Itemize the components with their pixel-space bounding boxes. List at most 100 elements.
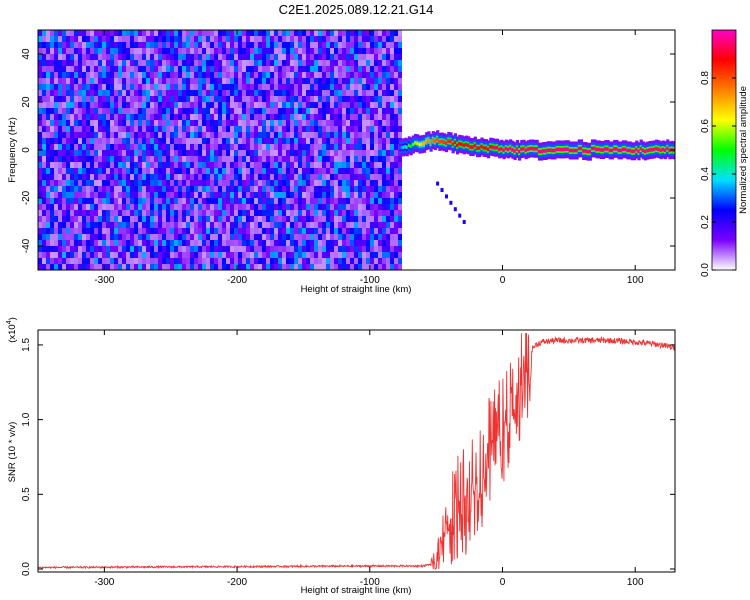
- heatmap-cell: [382, 90, 386, 96]
- heatmap-cell: [362, 228, 366, 234]
- heatmap-cell: [334, 210, 338, 216]
- heatmap-cell: [564, 147, 570, 151]
- heatmap-cell: [266, 90, 270, 96]
- heatmap-cell: [394, 252, 398, 258]
- heatmap-cell: [82, 168, 86, 174]
- heatmap-cell: [186, 84, 190, 90]
- heatmap-cell: [358, 126, 362, 132]
- heatmap-cell: [102, 234, 106, 240]
- heatmap-cell: [58, 216, 62, 222]
- heatmap-cell: [278, 138, 282, 144]
- heatmap-cell: [158, 198, 162, 204]
- heatmap-cell: [58, 42, 62, 48]
- heatmap-cell: [302, 216, 306, 222]
- heatmap-cell: [290, 126, 294, 132]
- heatmap-cell: [98, 120, 102, 126]
- heatmap-cell: [194, 120, 198, 126]
- heatmap-cell: [190, 222, 194, 228]
- heatmap-cell: [158, 60, 162, 66]
- heatmap-cell: [378, 204, 382, 210]
- heatmap-cell: [102, 114, 106, 120]
- heatmap-cell: [230, 120, 234, 126]
- heatmap-cell: [246, 126, 250, 132]
- heatmap-cell: [142, 30, 146, 36]
- heatmap-cell: [266, 96, 270, 102]
- heatmap-cell: [398, 156, 402, 162]
- heatmap-cell: [114, 126, 118, 132]
- heatmap-cell: [162, 246, 166, 252]
- heatmap-cell: [342, 210, 346, 216]
- heatmap-cell: [90, 126, 94, 132]
- heatmap-cell: [338, 234, 342, 240]
- heatmap-cell: [54, 150, 58, 156]
- heatmap-cell: [350, 192, 354, 198]
- heatmap-cell: [222, 120, 226, 126]
- heatmap-cell: [210, 228, 214, 234]
- heatmap-cell: [238, 54, 242, 60]
- heatmap-cell: [242, 84, 246, 90]
- heatmap-cell: [390, 138, 394, 144]
- heatmap-cell: [130, 162, 134, 168]
- heatmap-cell: [370, 60, 374, 66]
- heatmap-cell: [114, 60, 118, 66]
- heatmap-cell: [150, 228, 154, 234]
- heatmap-cell: [198, 108, 202, 114]
- heatmap-cell: [282, 114, 286, 120]
- heatmap-cell: [118, 264, 122, 270]
- heatmap-cell: [66, 84, 70, 90]
- heatmap-cell: [298, 168, 302, 174]
- heatmap-cell: [74, 144, 78, 150]
- heatmap-cell: [442, 140, 446, 144]
- heatmap-cell: [198, 120, 202, 126]
- heatmap-cell: [338, 240, 342, 246]
- heatmap-cell: [102, 180, 106, 186]
- heatmap-cell: [190, 66, 194, 72]
- heatmap-cell: [126, 180, 130, 186]
- heatmap-cell: [58, 84, 62, 90]
- heatmap-cell: [110, 144, 114, 150]
- heatmap-cell: [322, 264, 326, 270]
- heatmap-cell: [158, 138, 162, 144]
- heatmap-cell: [110, 216, 114, 222]
- heatmap-cell: [190, 102, 194, 108]
- heatmap-cell: [262, 258, 266, 264]
- heatmap-cell: [290, 120, 294, 126]
- heatmap-cell: [122, 240, 126, 246]
- heatmap-cell: [258, 192, 262, 198]
- heatmap-cell: [362, 66, 366, 72]
- heatmap-cell: [342, 216, 346, 222]
- heatmap-cell: [358, 228, 362, 234]
- heatmap-cell: [306, 66, 310, 72]
- heatmap-cell: [342, 54, 346, 60]
- heatmap-cell: [366, 162, 370, 168]
- heatmap-cell: [258, 174, 262, 180]
- heatmap-cell: [50, 54, 54, 60]
- heatmap-cell: [94, 180, 98, 186]
- heatmap-cell: [46, 54, 50, 60]
- heatmap-cell: [254, 30, 258, 36]
- heatmap-cell: [302, 84, 306, 90]
- heatmap-cell: [318, 36, 322, 42]
- heatmap-cell: [62, 90, 66, 96]
- heatmap-cell: [330, 150, 334, 156]
- heatmap-cell: [346, 138, 350, 144]
- heatmap-cell: [278, 36, 282, 42]
- heatmap-cell: [398, 252, 402, 258]
- heatmap-cell: [82, 156, 86, 162]
- heatmap-cell: [246, 180, 250, 186]
- heatmap-cell: [314, 234, 318, 240]
- heatmap-cell: [66, 72, 70, 78]
- heatmap-cell: [334, 174, 338, 180]
- heatmap-cell: [54, 54, 58, 60]
- heatmap-cell: [282, 54, 286, 60]
- heatmap-cell: [290, 210, 294, 216]
- heatmap-cell: [74, 84, 78, 90]
- heatmap-cell: [174, 54, 178, 60]
- heatmap-cell: [354, 246, 358, 252]
- heatmap-cell: [378, 150, 382, 156]
- heatmap-cell: [370, 174, 374, 180]
- heatmap-cell: [186, 192, 190, 198]
- heatmap-cell: [234, 42, 238, 48]
- heatmap-cell: [62, 120, 66, 126]
- heatmap-cell: [322, 84, 326, 90]
